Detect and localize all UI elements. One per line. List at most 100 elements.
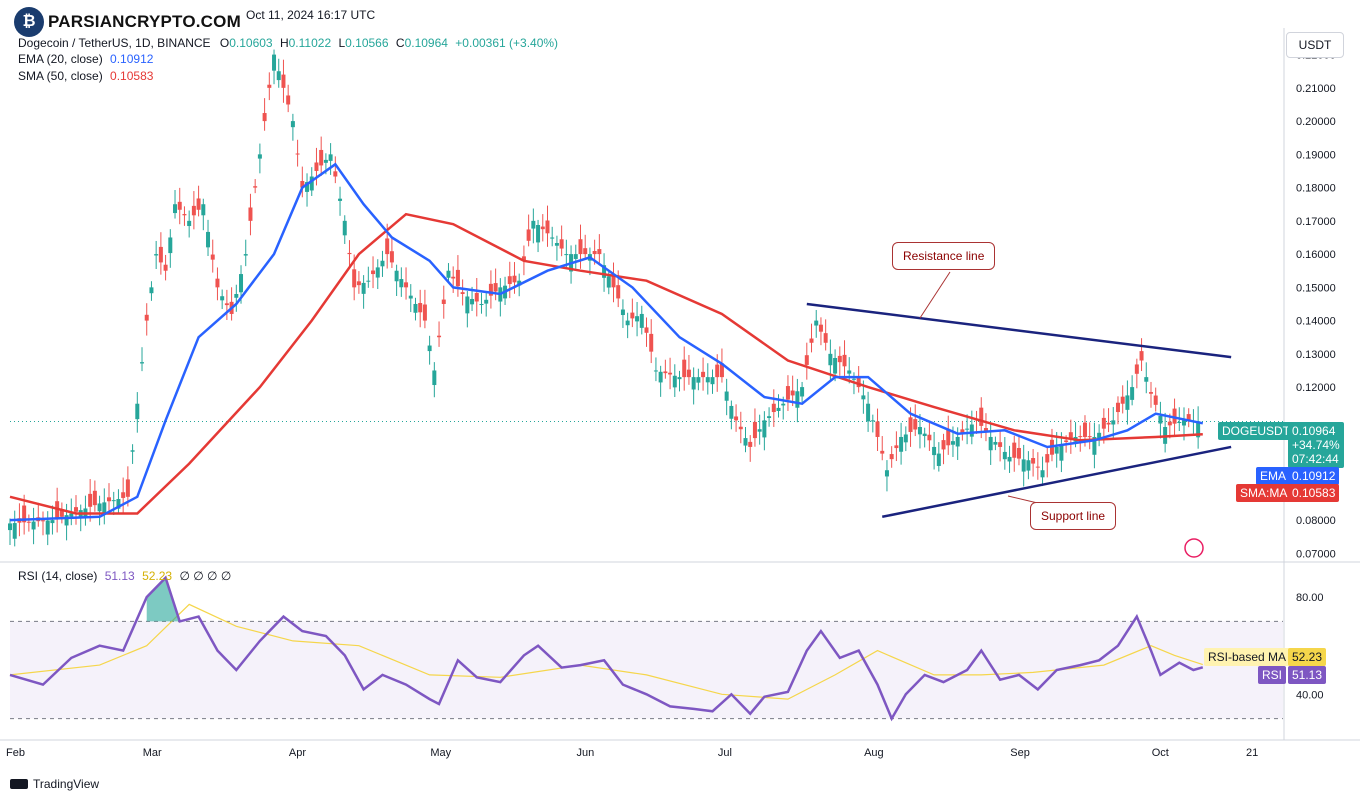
candle-body [210,254,215,260]
candle-body [1059,444,1064,461]
candle-body [682,359,687,378]
candle-body [828,353,833,366]
candle-body [201,204,206,216]
price-tick-label: 0.21000 [1296,83,1336,95]
candle-body [1092,436,1097,455]
sma-tag-label: SMA:MA [1236,484,1292,502]
price-tick-label: 0.18000 [1296,183,1336,195]
rsi-line [9,575,1204,722]
candle-body [234,294,239,298]
candle-body [371,270,376,275]
time-axis-label: May [430,747,451,759]
candle-body [1177,422,1182,424]
candle-body [870,420,875,422]
candle-body [592,251,597,255]
candle-body [1115,402,1120,413]
trendline-support [881,445,1232,519]
candle-body [1002,451,1007,460]
candle-body [1144,377,1149,382]
candle-body [74,507,79,512]
candle-body [154,254,159,256]
candle-body [738,426,743,430]
candle-body [550,237,555,239]
candle-body [286,95,291,105]
candle-body [22,505,27,523]
candle-body [677,377,682,380]
candle-body [644,327,649,333]
candle-body [1007,456,1012,462]
change-value: +0.00361 (+3.40%) [455,36,559,50]
candle-body [342,220,347,236]
candle-body [338,198,343,201]
candle-body [380,260,385,267]
candle-body [922,433,927,437]
candle-body [785,386,790,400]
time-axis-label: Aug [864,747,884,759]
candle-body [1097,432,1102,439]
candle-body [300,180,305,188]
candle-body [182,214,187,216]
time-axis-label: Feb [6,747,25,759]
logo-icon: ₿ [14,7,44,37]
rsi-legend[interactable]: RSI (14, close) 51.13 52.23 ∅ ∅ ∅ ∅ [18,569,231,583]
price-tick-label: 0.12000 [1296,382,1336,394]
sma-legend[interactable]: SMA (50, close) 0.10583 [18,69,153,83]
candle-body [875,421,880,437]
candle-body [69,513,74,517]
candle-body [583,248,588,255]
candle-body [243,254,248,256]
candle-body [762,420,767,438]
logo-text: PARSIANCRYPTO.COM [48,12,241,31]
candle-body [460,292,465,294]
candle-body [1130,387,1135,400]
close-label: C [395,36,405,50]
candle-body [757,429,762,432]
ema-tag-label: EMA [1256,467,1291,485]
candle-body [1125,395,1130,410]
alert-icon [1184,538,1204,558]
rsi-legend-label: RSI (14, close) [18,569,98,583]
candle-body [1078,436,1083,438]
candle-body [111,500,116,502]
candle-body [719,363,724,378]
candle-body [818,324,823,332]
candle-body [635,316,640,322]
candle-body [220,296,225,301]
candle-body [361,282,366,294]
time-axis-label: Jun [576,747,594,759]
date-line: Oct 11, 2024 16:17 UTC [246,8,376,22]
candle-body [941,440,946,450]
candle-body [559,239,564,249]
candle-body [653,370,658,372]
candle-body [880,450,885,454]
candle-body [130,450,135,452]
candle-body [625,320,630,326]
candle-body [1026,460,1031,471]
candle-body [88,493,93,507]
candle-body [748,441,753,447]
candle-body [536,225,541,243]
tradingview-brand[interactable]: TradingView [10,777,99,791]
candle-body [352,269,357,288]
candle-body [715,364,720,378]
currency-button[interactable]: USDT [1286,32,1344,58]
site-logo: ₿ PARSIANCRYPTO.COM [14,6,241,38]
candle-body [889,454,894,460]
candle-body [847,370,852,374]
open-value: 0.10603 [229,36,273,50]
candle-body [470,298,475,305]
time-axis-label: 21 [1246,747,1258,759]
candle-body [31,521,36,530]
candle-body [724,391,729,401]
sma-tag-value: 0.10583 [1288,484,1340,502]
ema-legend[interactable]: EMA (20, close) 0.10912 [18,52,153,66]
candle-body [743,438,748,446]
rsi-ma-tag-label: RSI-based MA [1204,648,1291,666]
candle-body [823,333,828,343]
candle-body [191,205,196,216]
symbol-info: Dogecoin / TetherUS, 1D, BINANCE O0.1060… [18,36,558,50]
candle-body [1181,420,1186,426]
candle-body [955,436,960,447]
trendline-resistance [806,302,1232,359]
